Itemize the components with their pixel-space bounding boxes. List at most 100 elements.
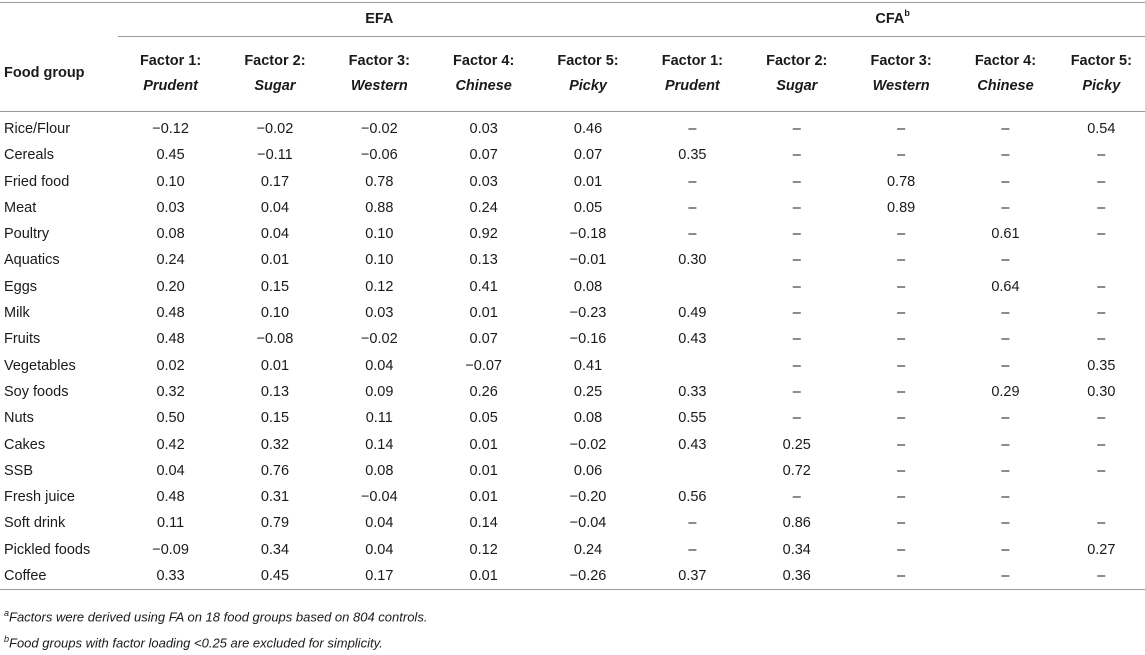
table-row: Cereals 0.45 −0.11 −0.06 0.07 0.07 0.35 – – – – bbox=[0, 142, 1145, 168]
efa-loading-cell: 0.48 bbox=[156, 331, 185, 348]
efa-loading-cell: −0.16 bbox=[569, 331, 607, 348]
cfa-loading-cell: – bbox=[1001, 199, 1010, 216]
efa-loading-cell: 0.14 bbox=[469, 515, 498, 532]
cfa-loading-cell: – bbox=[688, 121, 697, 137]
efa-loading-cell: 0.15 bbox=[260, 278, 290, 295]
table-row: Fruits 0.48 −0.08 −0.02 0.07 −0.16 0.43 – – – – bbox=[0, 326, 1145, 352]
cfa-loading-cell: – bbox=[897, 436, 906, 453]
efa-loading-cell: 0.45 bbox=[222, 563, 328, 591]
cfa-loading-cell: – bbox=[897, 121, 906, 137]
efa-loading-cell: 0.50 bbox=[156, 410, 185, 427]
cfa-loading-cell: 0.27 bbox=[1087, 541, 1116, 558]
cfa-loading-cell: – bbox=[897, 541, 906, 558]
cfa-loading-cell: – bbox=[1097, 515, 1106, 532]
cfa-loading-cell: – bbox=[1001, 305, 1010, 322]
food-group-label: Pickled foods bbox=[4, 541, 91, 558]
cfa-loading-cell bbox=[640, 458, 744, 484]
efa-loading-cell: −0.02 bbox=[360, 331, 398, 348]
efa-loading-cell: 0.01 bbox=[260, 357, 290, 374]
factor-header-efa-1: Factor 1: Prudent bbox=[118, 36, 223, 112]
cfa-loading-cell: – bbox=[792, 357, 801, 374]
efa-loading-cell: 0.09 bbox=[365, 383, 394, 400]
table-row: Rice/Flour −0.12 −0.02 −0.02 0.03 0.46 – – – – 0.5… bbox=[0, 112, 1145, 143]
cfa-loading-cell: – bbox=[953, 563, 1058, 591]
efa-loading-cell: 0.10 bbox=[365, 226, 394, 243]
factor-header-row: Food group Factor 1: Prudent Factor 2: Suga… bbox=[0, 36, 1145, 112]
group-header-efa: EFA bbox=[118, 2, 641, 37]
efa-loading-cell: 0.10 bbox=[260, 305, 290, 322]
cfa-loading-cell: – bbox=[897, 357, 906, 374]
cfa-loading-cell: – bbox=[897, 410, 906, 427]
efa-loading-cell: 0.24 bbox=[573, 541, 603, 558]
efa-loading-cell: 0.03 bbox=[156, 199, 185, 216]
cfa-loading-cell: 0.43 bbox=[678, 331, 707, 348]
efa-loading-cell: 0.32 bbox=[260, 436, 290, 453]
table-row: Cakes 0.42 0.32 0.14 0.01 −0.02 0.43 0.25 – – – bbox=[0, 432, 1145, 458]
cfa-loading-cell: – bbox=[897, 515, 906, 532]
cfa-loading-cell: 0.86 bbox=[782, 515, 811, 532]
cfa-loading-cell: – bbox=[1001, 357, 1010, 374]
cfa-loading-cell bbox=[1058, 247, 1145, 273]
factor-header-cfa-2: Factor 2: Sugar bbox=[744, 36, 849, 112]
efa-loading-cell: 0.32 bbox=[156, 383, 185, 400]
factor-name: Picky bbox=[569, 78, 607, 94]
cfa-loading-cell: 0.54 bbox=[1087, 121, 1116, 137]
table-row: Soft drink 0.11 0.79 0.04 0.14 −0.04 – 0.86 – – – bbox=[0, 510, 1145, 536]
cfa-loading-cell bbox=[640, 353, 744, 379]
factor-loading-table: EFA CFAb Food group Factor 1: Prudent Fact… bbox=[0, 2, 1145, 591]
efa-loading-cell: 0.48 bbox=[156, 305, 185, 322]
efa-loading-cell: 0.25 bbox=[573, 383, 603, 400]
cfa-loading-cell: – bbox=[1001, 515, 1010, 532]
cfa-loading-cell: 0.43 bbox=[678, 436, 707, 453]
cfa-loading-cell: – bbox=[1097, 278, 1106, 295]
food-group-label: Nuts bbox=[4, 410, 34, 427]
food-group-label: Fried food bbox=[4, 173, 70, 190]
cfa-loading-cell: – bbox=[688, 515, 697, 532]
cfa-loading-cell: 0.35 bbox=[1087, 357, 1116, 374]
cfa-loading-cell: 0.64 bbox=[991, 278, 1020, 295]
efa-loading-cell: −0.08 bbox=[256, 331, 294, 348]
efa-loading-cell: −0.02 bbox=[256, 121, 294, 137]
cfa-loading-cell: – bbox=[792, 121, 801, 137]
factor-number: Factor 1: bbox=[139, 53, 202, 69]
cfa-loading-cell: – bbox=[792, 278, 801, 295]
table-row: Aquatics 0.24 0.01 0.10 0.13 −0.01 0.30 – – – bbox=[0, 247, 1145, 273]
empty-corner bbox=[0, 3, 118, 37]
food-group-label: Aquatics bbox=[4, 252, 60, 269]
efa-loading-cell: 0.08 bbox=[573, 410, 603, 427]
factor-header-cfa-4: Factor 4: Chinese bbox=[953, 36, 1058, 112]
cfa-loading-cell: – bbox=[792, 489, 801, 506]
efa-loading-cell: 0.04 bbox=[365, 541, 394, 558]
factor-number: Factor 3: bbox=[870, 53, 932, 69]
cfa-loading-cell: – bbox=[1001, 462, 1010, 479]
cfa-loading-cell: – bbox=[792, 226, 801, 243]
note-b-text: Food groups with factor loading <0.25 ar… bbox=[9, 635, 383, 651]
efa-loading-cell: 0.03 bbox=[469, 121, 498, 137]
efa-loading-cell: 0.01 bbox=[469, 436, 498, 453]
cfa-loading-cell: – bbox=[1097, 305, 1106, 322]
cfa-loading-cell: – bbox=[897, 489, 906, 506]
cfa-loading-cell: 0.25 bbox=[782, 436, 811, 453]
cfa-loading-cell: – bbox=[897, 462, 906, 479]
cfa-loading-cell: – bbox=[792, 331, 801, 348]
factor-number: Factor 4: bbox=[974, 53, 1037, 69]
factor-name: Western bbox=[872, 78, 930, 94]
factor-name: Prudent bbox=[664, 78, 720, 94]
efa-loading-cell: 0.48 bbox=[156, 489, 185, 506]
efa-loading-cell: −0.18 bbox=[569, 226, 607, 243]
factor-number: Factor 3: bbox=[348, 53, 410, 69]
table-row: Meat 0.03 0.04 0.88 0.24 0.05 – – 0.89 – – bbox=[0, 195, 1145, 221]
efa-loading-cell: 0.01 bbox=[431, 563, 536, 591]
efa-loading-cell: 0.11 bbox=[365, 410, 393, 427]
efa-loading-cell: 0.08 bbox=[156, 226, 185, 243]
group-header-row: EFA CFAb bbox=[0, 2, 1145, 37]
cfa-loading-cell: – bbox=[1001, 252, 1010, 269]
factor-number: Factor 5: bbox=[1070, 53, 1132, 69]
factor-name: Picky bbox=[1082, 78, 1121, 94]
cfa-loading-cell: 0.78 bbox=[886, 173, 916, 190]
cfa-loading-cell: – bbox=[897, 305, 906, 322]
efa-loading-cell: 0.08 bbox=[573, 278, 603, 295]
table-row: SSB 0.04 0.76 0.08 0.01 0.06 0.72 – – – bbox=[0, 458, 1145, 484]
cfa-loading-cell: – bbox=[848, 563, 954, 591]
cfa-loading-cell: – bbox=[1001, 541, 1010, 558]
